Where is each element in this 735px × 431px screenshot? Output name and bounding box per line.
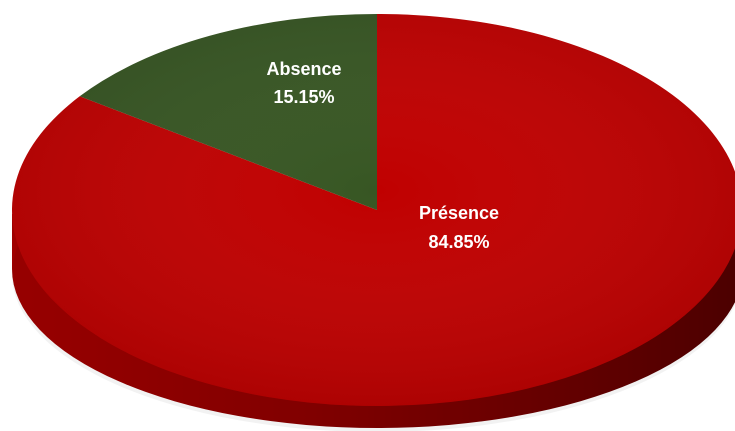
label-presence-value: 84.85% — [428, 232, 489, 252]
label-absence-value: 15.15% — [273, 87, 334, 107]
pie-slices — [12, 14, 735, 406]
label-presence-name: Présence — [419, 203, 499, 223]
label-absence-name: Absence — [266, 59, 341, 79]
